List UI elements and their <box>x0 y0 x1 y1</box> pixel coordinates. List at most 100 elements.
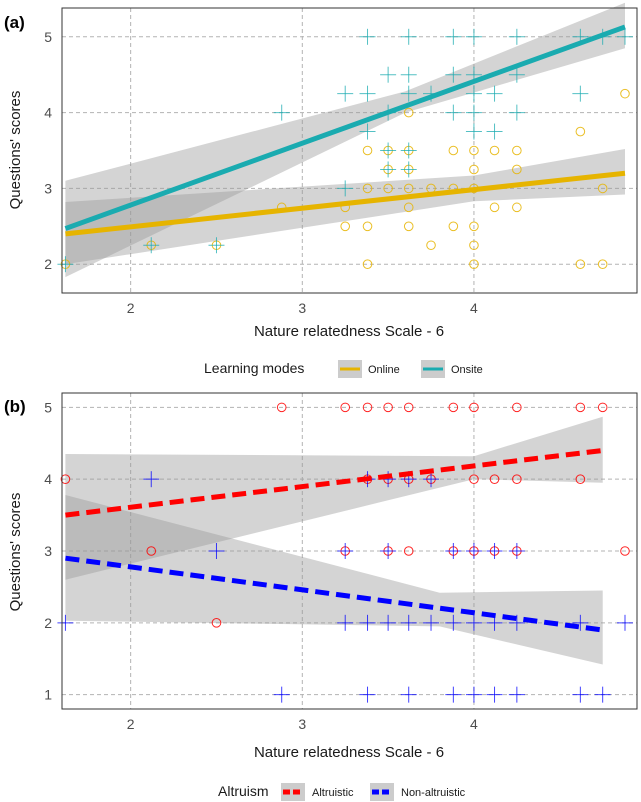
panel-a: (a) 2 3 4 5 2 3 4 5 Nature relatedness Scale -… <box>4 2 638 378</box>
panel-b: (b) 2 3 4 5 1 2 3 4 5 Nature relatedness Scale … <box>4 392 638 801</box>
data-point <box>337 614 354 631</box>
data-point <box>465 104 482 121</box>
data-point <box>359 686 376 703</box>
data-point <box>362 145 373 156</box>
data-point <box>465 123 482 140</box>
data-point <box>359 614 376 631</box>
data-point <box>273 104 290 121</box>
legend-title-b: Altruism <box>218 783 269 799</box>
fit-line-onsite <box>64 24 626 231</box>
data-point <box>445 686 462 703</box>
data-point <box>572 614 589 631</box>
data-point <box>508 614 525 631</box>
data-point <box>362 259 373 269</box>
data-point <box>146 546 157 556</box>
data-point <box>143 471 160 488</box>
y-tick-label: 4 <box>44 471 52 487</box>
points-b <box>57 402 633 703</box>
y-tick-label: 5 <box>44 399 52 415</box>
data-point <box>445 614 462 631</box>
legend-label-altruistic: Altruistic <box>312 787 354 799</box>
data-point <box>400 614 417 631</box>
data-point <box>486 123 503 140</box>
points-a <box>57 28 633 273</box>
data-point <box>340 402 351 413</box>
data-point <box>620 546 630 556</box>
data-point <box>362 183 373 194</box>
confidence-bands-b <box>65 416 603 665</box>
data-point <box>400 28 417 45</box>
fit-line-non-altruistic <box>65 555 604 633</box>
data-point <box>380 142 397 159</box>
data-point <box>508 543 525 559</box>
fit-lines-b <box>65 447 604 633</box>
data-point <box>403 183 414 194</box>
data-point <box>469 221 479 232</box>
data-point <box>465 686 482 703</box>
data-point <box>616 614 633 631</box>
y-tick-label: 2 <box>44 615 52 631</box>
data-point <box>403 221 414 232</box>
data-point <box>575 402 586 413</box>
data-point <box>423 471 440 488</box>
fit-line-altruistic <box>65 447 603 518</box>
data-point <box>362 221 373 232</box>
data-point <box>400 161 417 178</box>
data-point <box>380 543 397 559</box>
x-tick-label: 4 <box>470 300 478 316</box>
data-point <box>403 107 414 118</box>
data-point <box>383 183 393 194</box>
data-point <box>208 237 225 254</box>
data-point <box>359 28 376 45</box>
data-point <box>572 686 589 703</box>
data-point <box>597 183 608 194</box>
data-point <box>445 543 462 559</box>
data-point <box>57 256 74 273</box>
legend-a: Learning modes Online Onsite <box>204 360 483 378</box>
data-point <box>469 259 479 269</box>
data-point <box>359 123 376 140</box>
data-point <box>469 164 479 175</box>
data-point <box>359 85 376 102</box>
y-tick-label: 5 <box>44 29 52 45</box>
data-point <box>508 686 525 703</box>
legend-title-a: Learning modes <box>204 360 304 376</box>
data-point <box>423 614 440 631</box>
data-point <box>362 402 373 413</box>
data-point <box>575 474 586 484</box>
data-point <box>512 474 522 484</box>
y-tick-label: 3 <box>44 180 52 196</box>
data-point <box>508 66 525 83</box>
y-tick-label: 1 <box>44 687 52 703</box>
data-point <box>486 686 503 703</box>
data-point <box>448 221 459 232</box>
data-point <box>469 402 479 413</box>
data-point <box>465 614 482 631</box>
x-tick-label: 2 <box>127 716 135 732</box>
data-point <box>575 126 586 137</box>
data-point <box>489 474 500 484</box>
x-tick-label: 3 <box>298 300 306 316</box>
data-point <box>380 66 397 83</box>
data-point <box>276 402 287 413</box>
y-tick-label: 2 <box>44 256 52 272</box>
confidence-bands-a <box>65 2 625 278</box>
plot-border-a <box>61 7 638 294</box>
x-tick-label: 3 <box>298 716 306 732</box>
y-tick-label: 4 <box>44 105 52 121</box>
data-point <box>512 202 522 213</box>
data-point <box>486 85 503 102</box>
data-point <box>143 237 160 254</box>
plot-border-b <box>61 392 638 710</box>
data-point <box>337 543 354 559</box>
data-point <box>60 474 71 484</box>
data-point <box>400 686 417 703</box>
legend-label-non-altruistic: Non-altruistic <box>401 787 466 799</box>
data-point <box>508 104 525 121</box>
data-point <box>465 28 482 45</box>
confidence-band-online <box>65 149 625 265</box>
data-point <box>512 145 522 156</box>
x-tick-label: 4 <box>470 716 478 732</box>
